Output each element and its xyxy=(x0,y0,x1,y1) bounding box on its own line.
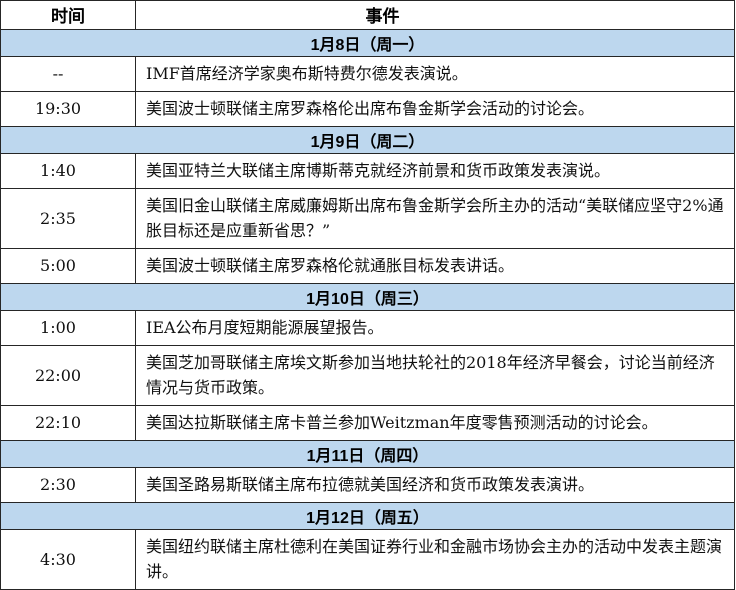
time-cell: 2:30 xyxy=(0,467,136,503)
time-cell: 1:00 xyxy=(0,310,136,346)
time-cell: 19:30 xyxy=(0,91,136,127)
event-cell: 美国达拉斯联储主席卡普兰参加Weitzman年度零售预测活动的讨论会。 xyxy=(135,405,735,441)
date-band-row: 1月11日（周四） xyxy=(0,440,735,468)
event-cell: IMF首席经济学家奥布斯特费尔德发表演说。 xyxy=(135,56,735,92)
table-row: 2:30 美国圣路易斯联储主席布拉德就美国经济和货币政策发表演讲。 xyxy=(0,467,735,503)
date-band: 1月10日（周三） xyxy=(0,283,735,311)
table-row: -- IMF首席经济学家奥布斯特费尔德发表演说。 xyxy=(0,56,735,92)
column-header-event: 事件 xyxy=(135,0,735,30)
date-band-row: 1月9日（周二） xyxy=(0,126,735,154)
date-band: 1月8日（周一） xyxy=(0,29,735,57)
time-cell: 22:10 xyxy=(0,405,136,441)
time-cell: 4:30 xyxy=(0,529,136,590)
event-cell: 美国波士顿联储主席罗森格伦就通胀目标发表讲话。 xyxy=(135,248,735,284)
time-cell: 22:00 xyxy=(0,345,136,406)
event-cell: 美国纽约联储主席杜德利在美国证券行业和金融市场协会主办的活动中发表主题演讲。 xyxy=(135,529,735,590)
date-band: 1月11日（周四） xyxy=(0,440,735,468)
time-cell: 5:00 xyxy=(0,248,136,284)
table-header: 时间 事件 xyxy=(0,0,735,30)
event-cell: 美国芝加哥联储主席埃文斯参加当地扶轮社的2018年经济早餐会，讨论当前经济情况与… xyxy=(135,345,735,406)
table-row: 1:00 IEA公布月度短期能源展望报告。 xyxy=(0,310,735,346)
table-row: 5:00 美国波士顿联储主席罗森格伦就通胀目标发表讲话。 xyxy=(0,248,735,284)
header-row: 时间 事件 xyxy=(0,0,735,30)
event-cell: 美国圣路易斯联储主席布拉德就美国经济和货币政策发表演讲。 xyxy=(135,467,735,503)
table-row: 1:40 美国亚特兰大联储主席博斯蒂克就经济前景和货币政策发表演说。 xyxy=(0,153,735,189)
table-row: 2:35 美国旧金山联储主席威廉姆斯出席布鲁金斯学会所主办的活动“美联储应坚守2%… xyxy=(0,188,735,249)
event-cell: 美国波士顿联储主席罗森格伦出席布鲁金斯学会活动的讨论会。 xyxy=(135,91,735,127)
date-band-row: 1月10日（周三） xyxy=(0,283,735,311)
column-header-time: 时间 xyxy=(0,0,136,30)
time-cell: 2:35 xyxy=(0,188,136,249)
date-band: 1月9日（周二） xyxy=(0,126,735,154)
table-row: 22:10 美国达拉斯联储主席卡普兰参加Weitzman年度零售预测活动的讨论会。 xyxy=(0,405,735,441)
time-cell: -- xyxy=(0,56,136,92)
date-band-row: 1月8日（周一） xyxy=(0,29,735,57)
table-row: 22:00 美国芝加哥联储主席埃文斯参加当地扶轮社的2018年经济早餐会，讨论当前… xyxy=(0,345,735,406)
event-cell: 美国亚特兰大联储主席博斯蒂克就经济前景和货币政策发表演说。 xyxy=(135,153,735,189)
time-cell: 1:40 xyxy=(0,153,136,189)
table-row: 4:30 美国纽约联储主席杜德利在美国证券行业和金融市场协会主办的活动中发表主题演… xyxy=(0,529,735,590)
date-band-row: 1月12日（周五） xyxy=(0,502,735,530)
date-band: 1月12日（周五） xyxy=(0,502,735,530)
event-cell: 美国旧金山联储主席威廉姆斯出席布鲁金斯学会所主办的活动“美联储应坚守2%通胀目标… xyxy=(135,188,735,249)
table-row: 19:30 美国波士顿联储主席罗森格伦出席布鲁金斯学会活动的讨论会。 xyxy=(0,91,735,127)
table-body: 1月8日（周一） -- IMF首席经济学家奥布斯特费尔德发表演说。 19:30 美国波士… xyxy=(0,29,735,590)
event-cell: IEA公布月度短期能源展望报告。 xyxy=(135,310,735,346)
